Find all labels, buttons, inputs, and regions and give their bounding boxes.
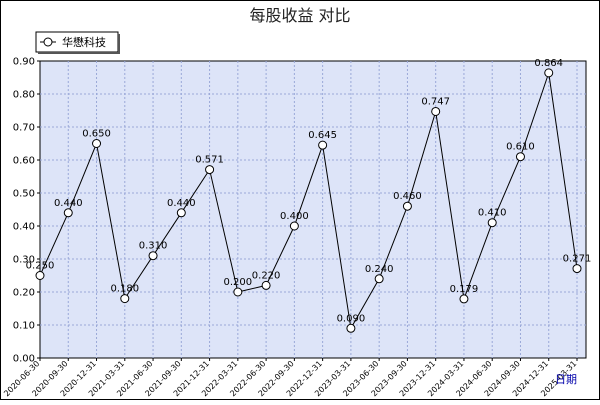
data-label: 0.645 — [308, 130, 337, 141]
data-point-marker — [431, 106, 441, 116]
data-label: 0.271 — [563, 254, 592, 265]
data-label: 0.460 — [393, 191, 422, 202]
data-label: 0.180 — [110, 284, 139, 295]
data-point-marker — [459, 294, 469, 304]
data-label: 0.650 — [82, 129, 111, 140]
data-label: 0.400 — [280, 211, 309, 222]
data-label: 0.179 — [450, 284, 479, 295]
data-point-marker — [515, 152, 525, 162]
grid-lines — [40, 61, 586, 358]
data-label: 0.864 — [534, 58, 563, 69]
legend-box-shadow — [118, 34, 120, 54]
y-axis-ticks: 0.00 0.10 0.20 0.30 0.40 0.50 0.60 0.70 0.80 0.90 — [13, 57, 40, 365]
y-tick-label: 0.60 — [13, 156, 35, 167]
data-point-marker — [318, 140, 328, 150]
data-label: 0.440 — [54, 198, 83, 209]
data-label: 0.747 — [421, 96, 450, 107]
y-tick-label: 0.00 — [13, 354, 35, 365]
data-label: 0.410 — [478, 208, 507, 219]
y-tick-label: 0.50 — [13, 189, 35, 200]
y-tick-label: 0.10 — [13, 321, 35, 332]
data-label: 0.571 — [195, 155, 224, 166]
data-point-marker — [63, 208, 73, 218]
data-point-marker — [261, 280, 271, 290]
y-tick-label: 0.40 — [13, 222, 35, 233]
series-layer: 0.250 0.440 0.650 0.180 0.310 0.440 0.571 0.200… — [26, 58, 592, 333]
y-tick-label: 0.80 — [13, 90, 35, 101]
data-label: 0.240 — [365, 264, 394, 275]
y-tick-label: 0.30 — [13, 255, 35, 266]
legend-series-label: 华懋科技 — [62, 35, 106, 49]
data-point-marker — [148, 251, 158, 261]
data-label: 0.200 — [224, 277, 253, 288]
data-point-marker — [233, 287, 243, 297]
series-line — [39, 72, 578, 330]
data-point-marker — [120, 294, 130, 304]
x-axis-label: 日期 — [555, 373, 577, 386]
data-point-marker — [35, 271, 45, 280]
data-point-marker — [289, 221, 299, 231]
legend-box-shadow-bottom — [38, 52, 120, 54]
y-tick-label: 0.90 — [13, 57, 35, 68]
data-label: 0.310 — [139, 241, 168, 252]
data-point-marker — [544, 68, 554, 78]
data-point-marker — [572, 264, 582, 274]
y-tick-label: 0.20 — [13, 288, 35, 299]
data-point-marker — [374, 274, 384, 284]
data-label: 0.090 — [337, 313, 366, 324]
data-point-marker — [176, 208, 186, 218]
data-point-marker — [346, 323, 356, 333]
data-point-marker — [487, 218, 497, 228]
plot-area — [39, 60, 587, 359]
data-point-marker — [402, 201, 412, 211]
data-point-marker — [205, 165, 215, 175]
y-tick-label: 0.70 — [13, 123, 35, 134]
legend-marker-sample — [43, 37, 53, 47]
data-label: 0.220 — [252, 270, 281, 281]
data-label: 0.440 — [167, 198, 196, 209]
legend: 华懋科技 — [35, 31, 120, 54]
data-label: 0.250 — [26, 261, 55, 272]
chart-title: 每股收益 对比 — [249, 6, 350, 25]
data-label: 0.610 — [506, 142, 535, 153]
data-point-marker — [92, 139, 102, 148]
